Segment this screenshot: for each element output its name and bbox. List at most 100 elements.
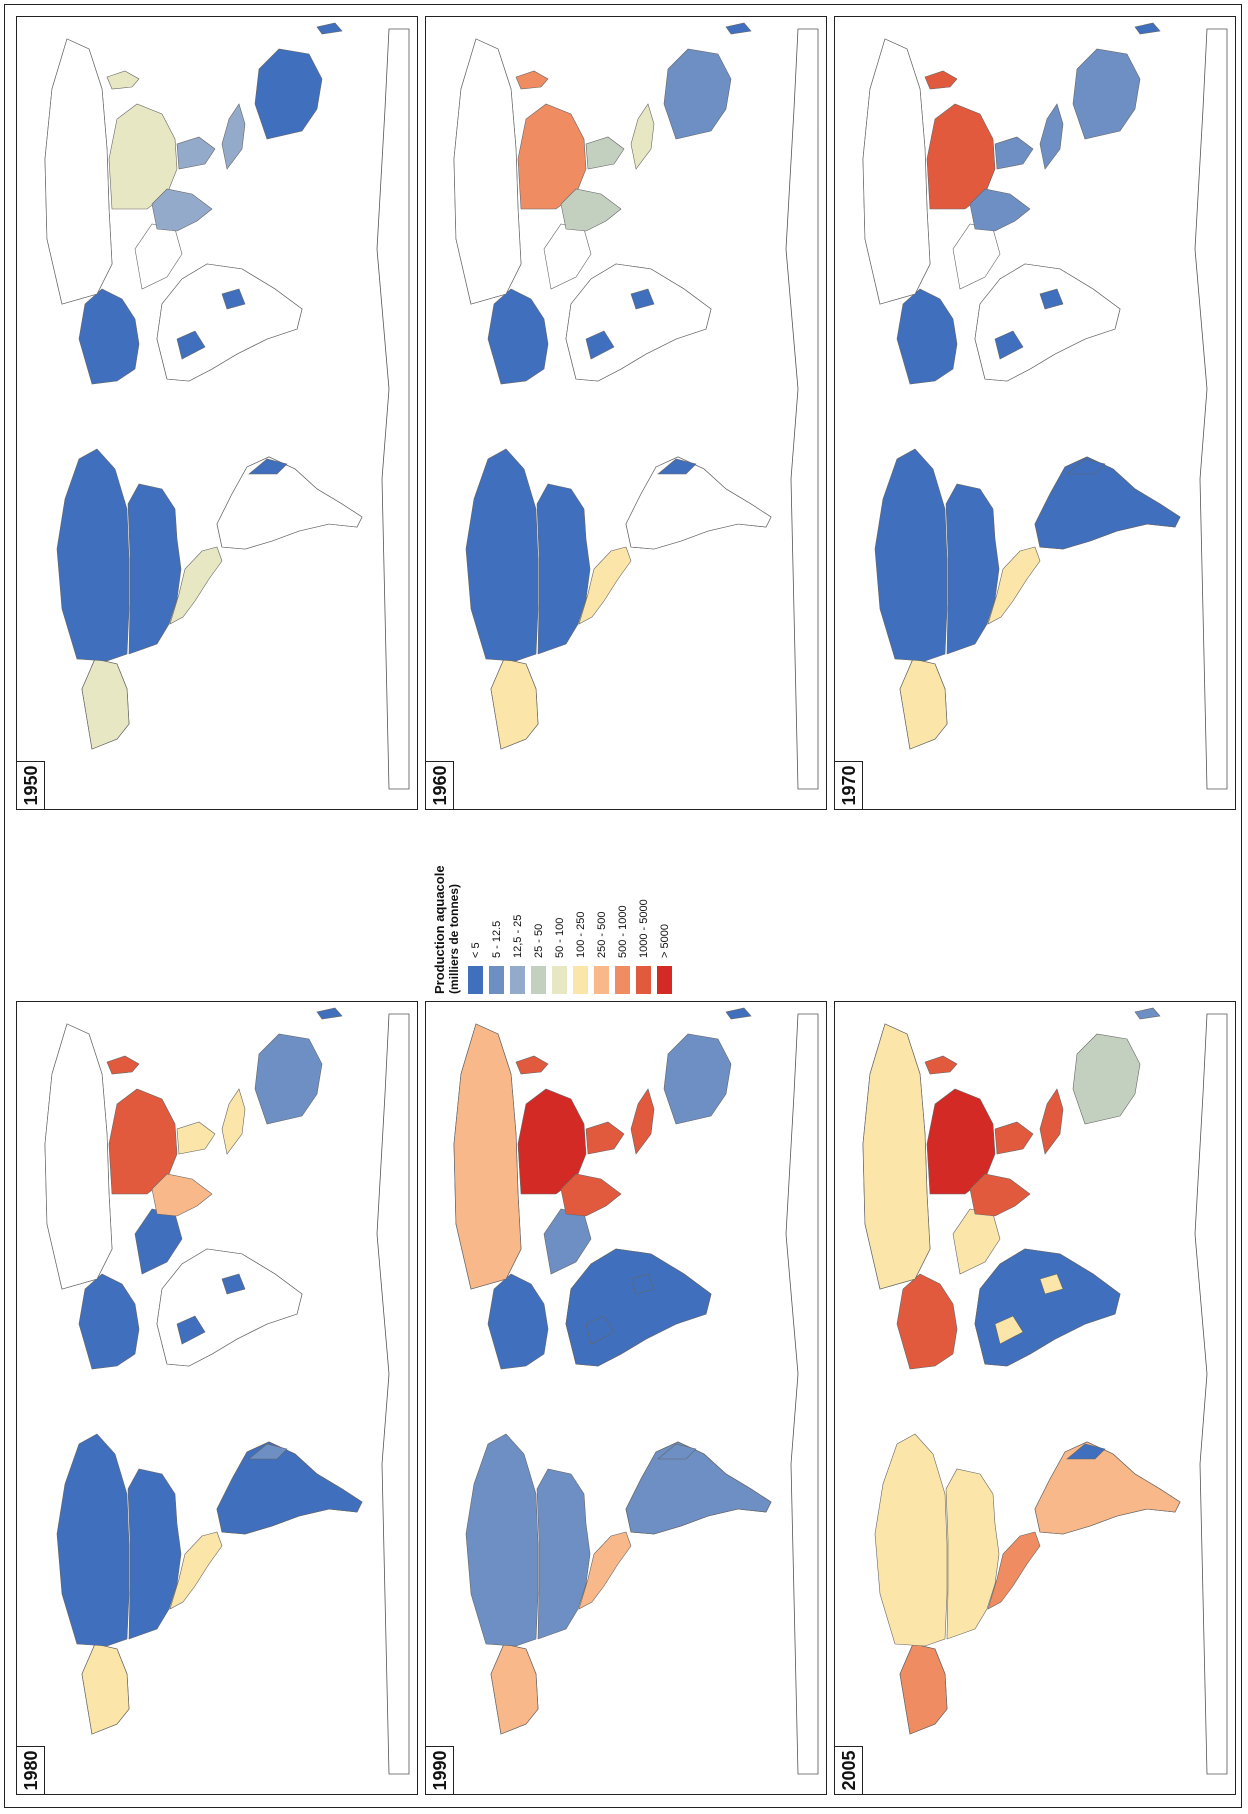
legend-class-label: 100 - 250	[574, 911, 587, 958]
region-usa	[127, 483, 182, 655]
region-canada	[874, 1433, 948, 1647]
region-mexico	[578, 1531, 632, 1610]
region-canada	[465, 1433, 539, 1647]
region-africa	[974, 263, 1121, 382]
panel-year-label: 1970	[835, 761, 863, 809]
legend-swatch	[510, 966, 525, 994]
region-canada	[56, 1433, 130, 1647]
region-indonesia	[221, 1088, 246, 1155]
world-map-1990	[453, 1007, 819, 1775]
region-brazil-coast	[1066, 458, 1106, 475]
region-brazil-coast	[657, 458, 697, 475]
region-australia	[1072, 1033, 1141, 1125]
region-new-zealand	[725, 1007, 752, 1020]
region-brazil-coast	[248, 1443, 288, 1460]
world-map-1950	[44, 22, 410, 790]
region-russia	[44, 38, 113, 305]
region-africa	[974, 1248, 1121, 1367]
region-africa	[565, 263, 712, 382]
region-australia	[663, 48, 732, 140]
region-middle-east	[134, 223, 183, 290]
region-alaska	[81, 1643, 130, 1735]
region-new-zealand	[1134, 1007, 1161, 1020]
region-new-zealand	[725, 22, 752, 35]
legend-class-row: 1000 - 5000	[635, 814, 652, 994]
region-mexico	[987, 1531, 1041, 1610]
coastline-outline	[376, 1013, 410, 1775]
region-europe	[487, 288, 549, 385]
legend-title: Production aquacole	[432, 865, 447, 994]
map-panel-1970: 1970	[834, 16, 1236, 810]
region-middle-east	[952, 223, 1001, 290]
legend-class-label: > 5000	[658, 924, 671, 958]
region-alaska	[490, 1643, 539, 1735]
region-australia	[254, 1033, 323, 1125]
region-mexico	[169, 1531, 223, 1610]
region-south-america	[216, 1441, 363, 1535]
region-south-america	[625, 456, 772, 550]
legend-class-row: 12,5 - 25	[509, 814, 526, 994]
world-map-1980	[44, 1007, 410, 1775]
region-alaska	[899, 658, 948, 750]
legend-classes: < 5 5 - 12.5 12,5 - 25 25 - 50 50 - 100 100 -…	[467, 814, 673, 994]
panel-year-label: 1960	[426, 761, 454, 809]
region-indonesia	[630, 103, 655, 170]
region-india	[151, 1173, 213, 1217]
region-south-america	[1034, 456, 1181, 550]
region-mexico	[578, 546, 632, 625]
region-australia	[254, 48, 323, 140]
region-brazil-coast	[657, 1443, 697, 1460]
legend-class-row: > 5000	[656, 814, 673, 994]
legend-unit: (milliers de tonnes)	[447, 883, 461, 994]
region-japan	[515, 1055, 549, 1075]
region-brazil-coast	[1066, 1443, 1106, 1460]
region-usa	[127, 1468, 182, 1640]
region-japan	[106, 70, 140, 90]
legend-class-label: 500 - 1000	[616, 905, 629, 958]
region-russia	[862, 1023, 931, 1290]
region-canada	[874, 448, 948, 662]
legend-class-row: 50 - 100	[551, 814, 568, 994]
region-europe	[78, 288, 140, 385]
legend-class-label: < 5	[469, 942, 482, 958]
world-map-1960	[453, 22, 819, 790]
region-middle-east	[952, 1208, 1001, 1275]
region-australia	[663, 1033, 732, 1125]
region-alaska	[81, 658, 130, 750]
region-africa-spots	[176, 1273, 246, 1345]
region-mexico	[987, 546, 1041, 625]
figure-frame	[4, 4, 1242, 1808]
legend-swatch	[573, 966, 588, 994]
region-indonesia	[1039, 1088, 1064, 1155]
region-india	[969, 1173, 1031, 1217]
legend-swatch	[468, 966, 483, 994]
region-australia	[1072, 48, 1141, 140]
region-usa	[945, 483, 1000, 655]
region-south-america	[216, 456, 363, 550]
region-japan	[924, 1055, 958, 1075]
region-indonesia	[221, 103, 246, 170]
region-africa	[156, 1248, 303, 1367]
legend-class-label: 50 - 100	[553, 917, 566, 958]
map-panel-2005: 2005	[834, 1001, 1236, 1795]
panel-year-label: 1980	[17, 1746, 45, 1794]
region-se-asia	[585, 1121, 625, 1155]
legend-class-row: 500 - 1000	[614, 814, 631, 994]
map-panel-1980: 1980	[16, 1001, 418, 1795]
region-japan	[924, 70, 958, 90]
region-brazil-coast	[248, 458, 288, 475]
region-africa	[565, 1248, 712, 1367]
legend-class-label: 1000 - 5000	[637, 899, 650, 958]
region-india	[151, 188, 213, 232]
coastline-outline	[785, 28, 819, 790]
region-middle-east	[134, 1208, 183, 1275]
region-canada	[465, 448, 539, 662]
region-mexico	[169, 546, 223, 625]
region-europe	[896, 288, 958, 385]
region-africa	[156, 263, 303, 382]
region-new-zealand	[1134, 22, 1161, 35]
region-usa	[536, 483, 591, 655]
region-usa	[536, 1468, 591, 1640]
legend-class-row: < 5	[467, 814, 484, 994]
legend-class-row: 25 - 50	[530, 814, 547, 994]
